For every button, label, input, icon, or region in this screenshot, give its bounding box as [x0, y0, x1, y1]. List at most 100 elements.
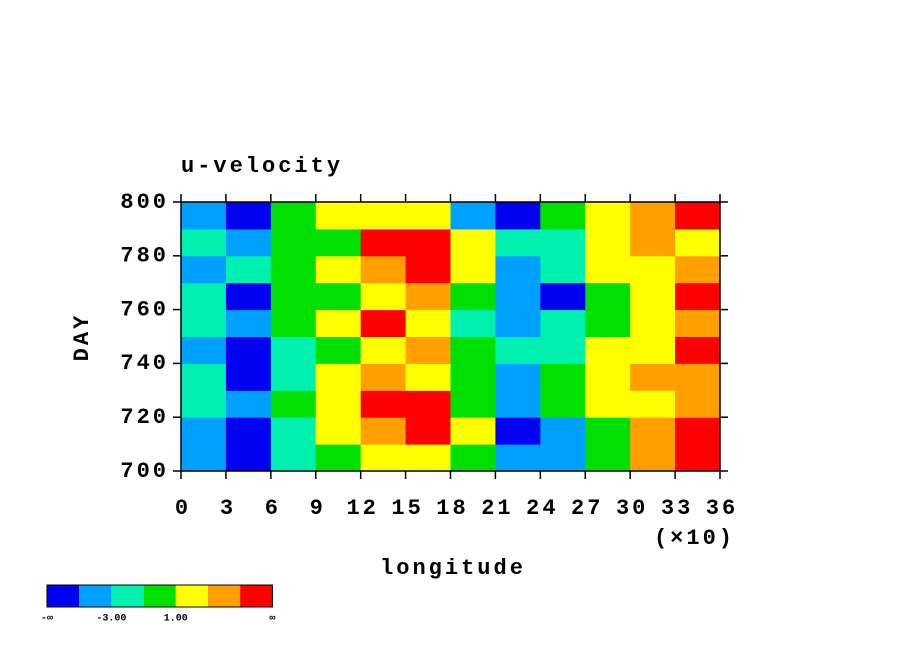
heat-cell [450, 202, 496, 230]
heat-cell [225, 417, 272, 445]
heat-cell [675, 228, 721, 257]
heat-cell [540, 363, 586, 391]
heat-cell [405, 336, 451, 364]
colorbar-label: ∞ [269, 614, 275, 625]
x-axis-label: longitude [380, 556, 526, 581]
heat-cell [315, 336, 362, 364]
x-tick-label: 3 [220, 496, 236, 521]
heat-cell [585, 309, 631, 337]
colorbar-swatch [47, 585, 80, 607]
heat-cell [315, 309, 362, 337]
y-tick-label: 780 [120, 244, 169, 269]
heat-cell [495, 202, 541, 230]
heat-cell [450, 363, 496, 391]
heat-cell [181, 390, 227, 418]
heat-cell [540, 228, 586, 257]
x-tick-label: 24 [526, 496, 558, 521]
heat-cell [630, 282, 676, 311]
x-tick-label: 9 [310, 496, 326, 521]
heat-cell [630, 255, 676, 284]
heat-cell [225, 282, 272, 311]
heat-cell [675, 309, 721, 337]
y-tick-label: 800 [120, 190, 169, 215]
heat-cell [540, 417, 586, 445]
heat-cell [360, 390, 407, 418]
heat-cell [585, 417, 631, 445]
heat-cell [540, 336, 586, 364]
heat-cell [675, 444, 721, 472]
heat-cell [585, 202, 631, 230]
colorbar-label: -∞ [41, 614, 53, 625]
heat-cell [360, 363, 407, 391]
heat-cell [630, 444, 676, 472]
heat-cell [181, 282, 227, 311]
heat-cell [495, 309, 541, 337]
heat-cell [360, 417, 407, 445]
heat-cell [450, 417, 496, 445]
x-multiplier: (×10) [654, 526, 735, 551]
heat-cell [405, 202, 451, 230]
heat-cell [270, 255, 317, 284]
heat-cell [225, 228, 272, 257]
colorbar-swatch [143, 585, 176, 607]
colorbar-swatch [79, 585, 112, 607]
heat-cell [495, 336, 541, 364]
heat-cell [270, 282, 317, 311]
x-tick-label: 36 [706, 496, 738, 521]
heat-cell [225, 390, 272, 418]
heat-cell [225, 255, 272, 284]
heat-cell [181, 417, 227, 445]
heat-cell [585, 282, 631, 311]
heat-cell [270, 309, 317, 337]
heat-cell [270, 390, 317, 418]
heat-cell [270, 336, 317, 364]
heat-cell [450, 336, 496, 364]
heat-cell [315, 390, 362, 418]
heat-cell [405, 282, 451, 311]
heat-cell [675, 336, 721, 364]
heat-cell [540, 444, 586, 472]
heat-cell [405, 228, 451, 257]
heat-cell [405, 417, 451, 445]
heat-cell [270, 417, 317, 445]
heat-cell [585, 444, 631, 472]
heat-cell [495, 228, 541, 257]
heat-cell [270, 444, 317, 472]
heat-cell [675, 255, 721, 284]
x-tick-label: 12 [346, 496, 378, 521]
heat-cell [315, 255, 362, 284]
heat-cell [360, 255, 407, 284]
heat-cell [225, 202, 272, 230]
heat-cell [495, 444, 541, 472]
y-tick-label: 700 [120, 459, 169, 484]
heat-cell [270, 202, 317, 230]
heat-cell [181, 444, 227, 472]
heat-cell [675, 417, 721, 445]
colorbar-swatch [208, 585, 241, 607]
heat-cell [360, 336, 407, 364]
y-tick-label: 740 [120, 351, 169, 376]
heat-cell [630, 363, 676, 391]
heat-cell [181, 336, 227, 364]
heat-cell [450, 282, 496, 311]
heat-cell [630, 228, 676, 257]
chart-title: u-velocity [181, 154, 343, 179]
heat-cell [405, 363, 451, 391]
heat-cell [450, 390, 496, 418]
heat-cell [225, 444, 272, 472]
heat-cell [360, 309, 407, 337]
heat-cell [495, 255, 541, 284]
heat-cell [585, 390, 631, 418]
heat-cell [405, 255, 451, 284]
heat-cell [315, 202, 362, 230]
heat-cell [315, 228, 362, 257]
heat-cell [360, 228, 407, 257]
heat-cell [675, 202, 721, 230]
heat-cell [585, 228, 631, 257]
heat-cell [630, 336, 676, 364]
x-tick-label: 33 [661, 496, 693, 521]
heat-cell [495, 390, 541, 418]
heat-cell [181, 363, 227, 391]
y-axis-label: DAY [70, 313, 95, 362]
heat-cell [495, 417, 541, 445]
